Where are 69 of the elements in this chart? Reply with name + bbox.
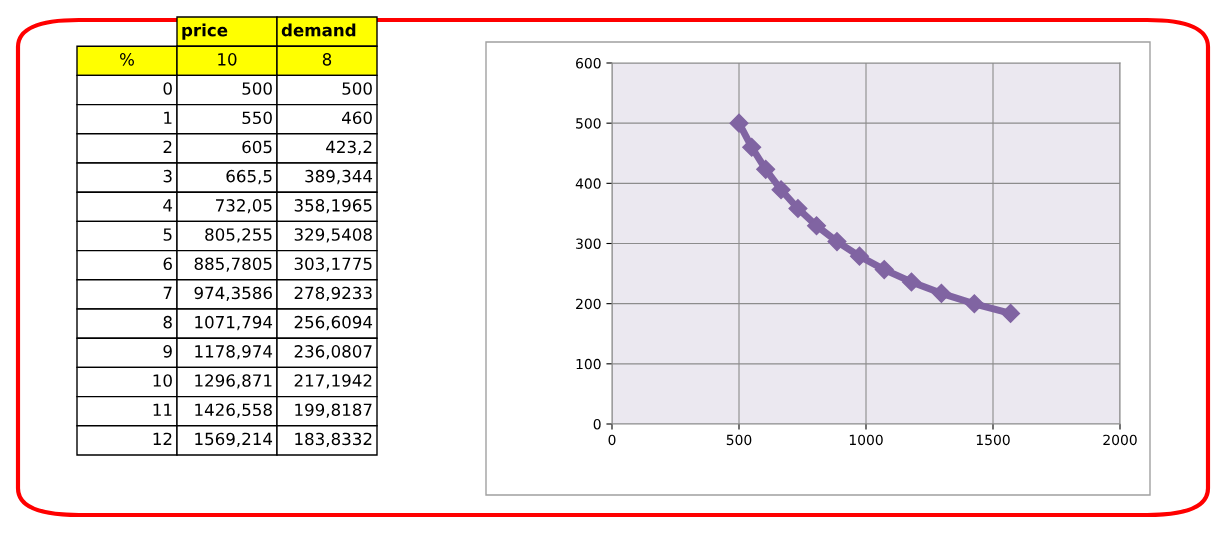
text: 8 xyxy=(163,315,172,329)
text: 3 xyxy=(163,169,172,183)
y-tick-label: 300 xyxy=(576,238,601,249)
point xyxy=(729,113,749,133)
point xyxy=(827,232,847,252)
point xyxy=(807,216,827,236)
text: demand xyxy=(281,23,356,37)
text: 199,8187 xyxy=(295,403,372,418)
point xyxy=(849,246,870,266)
text: 1 xyxy=(164,111,172,124)
text: 10 xyxy=(218,53,237,66)
text: 11 xyxy=(153,403,172,416)
text: 500 xyxy=(342,82,372,95)
point xyxy=(742,137,762,157)
x-tick-label: 1000 xyxy=(849,434,883,446)
text: 278,9233 xyxy=(294,286,372,301)
text: 183,8332 xyxy=(295,432,372,447)
point xyxy=(964,294,984,314)
x-tick-label: 0 xyxy=(608,434,616,446)
text: 605 xyxy=(242,140,272,154)
text: 6 xyxy=(163,257,172,271)
y-tick-label: 200 xyxy=(576,298,601,310)
text: 217,1942 xyxy=(294,374,372,389)
text: 12 xyxy=(153,432,172,445)
text: 10 xyxy=(153,374,172,387)
x-tick-label: 2000 xyxy=(1103,434,1137,446)
text: % xyxy=(120,53,134,66)
text: 550 xyxy=(242,111,272,125)
text: 0 xyxy=(163,82,172,95)
text: 885,7805 xyxy=(194,257,272,272)
text: 389,344 xyxy=(305,169,373,185)
text: 5 xyxy=(163,228,172,241)
text: 423,2 xyxy=(326,140,372,155)
text: 303,1775 xyxy=(294,257,372,272)
point xyxy=(931,283,951,303)
point xyxy=(1001,303,1021,323)
text: 1296,871 xyxy=(195,374,272,389)
point xyxy=(756,159,776,179)
text: 256,6094 xyxy=(294,315,373,331)
text: 1178,974 xyxy=(195,345,273,360)
text: 329,5408 xyxy=(294,228,372,243)
point xyxy=(874,260,894,280)
y-tick-label: 500 xyxy=(576,118,601,129)
text: 4 xyxy=(163,199,173,212)
point xyxy=(901,272,921,292)
x-tick-label: 500 xyxy=(726,434,752,446)
y-tick-label: 400 xyxy=(575,178,601,189)
text: 500 xyxy=(242,82,272,95)
x-tick-label: 1500 xyxy=(976,434,1010,446)
text: 9 xyxy=(163,345,172,358)
text: 805,255 xyxy=(205,228,272,243)
point xyxy=(771,180,791,200)
text: 1071,794 xyxy=(195,315,273,331)
text: 1569,214 xyxy=(195,432,273,447)
text: 7 xyxy=(163,286,172,299)
y-tick-label: 600 xyxy=(576,57,601,69)
text: 1426,558 xyxy=(195,403,272,418)
text: 460 xyxy=(342,111,372,125)
text: 8 xyxy=(322,53,332,66)
text: 665,5 xyxy=(226,169,272,185)
text: 236,0807 xyxy=(294,345,372,360)
y-tick-label: 100 xyxy=(576,358,601,370)
text: 2 xyxy=(163,140,172,153)
y-tick-label: 0 xyxy=(593,418,601,430)
point xyxy=(788,198,808,219)
text: price xyxy=(182,23,228,40)
text: 732,05 xyxy=(216,199,272,214)
text: 358,1965 xyxy=(294,199,372,214)
text: 974,3586 xyxy=(194,286,272,301)
